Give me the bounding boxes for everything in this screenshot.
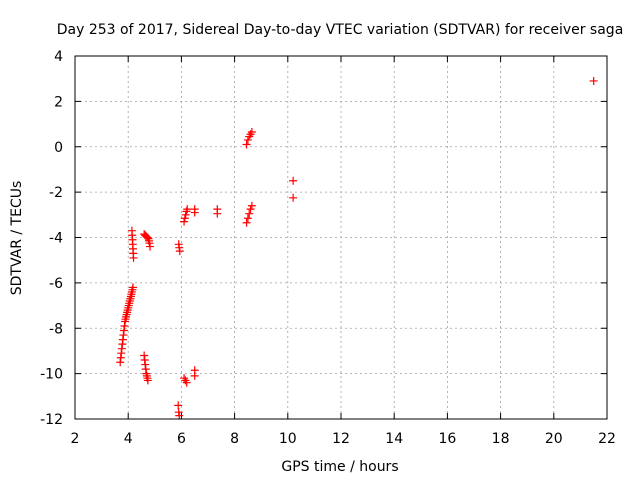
data-point-marker xyxy=(146,242,155,251)
axes: 2 4 6 8 10 12 14 16 18 20 22 -12 -10 -8 -6 -4 -2 0 2 4 xyxy=(40,49,616,447)
data-point-marker xyxy=(243,214,252,223)
data-point-marker xyxy=(180,214,189,223)
data-point-marker xyxy=(242,140,251,149)
data-point-marker xyxy=(213,209,222,218)
y-tick-label: -12 xyxy=(40,412,63,428)
data-point-marker xyxy=(589,76,598,85)
x-tick-label: 16 xyxy=(438,431,456,447)
y-tick-label: -2 xyxy=(49,185,63,201)
grid-lines xyxy=(75,56,607,419)
data-point-marker xyxy=(190,208,199,217)
data-point-marker xyxy=(289,193,298,202)
y-tick-label: 0 xyxy=(54,140,63,156)
data-point-marker xyxy=(289,176,298,185)
data-point-marker xyxy=(190,371,199,380)
y-tick-label: -6 xyxy=(49,276,63,292)
data-point-marker xyxy=(245,209,254,218)
x-tick-label: 4 xyxy=(124,431,133,447)
data-point-marker xyxy=(174,401,183,410)
y-tick-label: 4 xyxy=(54,49,63,65)
data-point-marker xyxy=(129,253,138,262)
x-tick-label: 14 xyxy=(385,431,403,447)
x-tick-label: 18 xyxy=(492,431,510,447)
data-point-marker xyxy=(183,205,192,214)
x-axis-label: GPS time / hours xyxy=(281,459,398,475)
y-tick-label: -10 xyxy=(40,367,63,383)
x-tick-label: 20 xyxy=(545,431,563,447)
data-points xyxy=(116,76,598,420)
data-point-marker xyxy=(242,218,251,227)
data-point-marker xyxy=(143,233,152,242)
data-point-marker xyxy=(175,411,184,420)
x-tick-label: 8 xyxy=(230,431,239,447)
y-tick-label: -8 xyxy=(49,321,63,337)
data-point-marker xyxy=(180,217,189,226)
data-point-marker xyxy=(247,128,256,137)
data-point-marker xyxy=(243,135,252,144)
data-point-marker xyxy=(247,201,256,210)
data-point-marker xyxy=(182,378,191,387)
x-tick-label: 6 xyxy=(177,431,186,447)
plot-frame xyxy=(74,55,608,420)
data-point-marker xyxy=(246,205,255,214)
data-point-marker xyxy=(181,210,190,219)
data-point-marker xyxy=(143,376,152,385)
x-tick-label: 2 xyxy=(71,431,80,447)
y-axis-label: SDTVAR / TECUs xyxy=(9,181,25,296)
data-point-marker xyxy=(175,247,184,256)
x-tick-label: 12 xyxy=(332,431,350,447)
y-tick-label: 2 xyxy=(54,94,63,110)
chart-title: Day 253 of 2017, Sidereal Day-to-day VTE… xyxy=(57,22,624,38)
x-tick-label: 22 xyxy=(598,431,616,447)
y-tick-label: -4 xyxy=(49,231,63,247)
data-point-marker xyxy=(128,283,137,292)
x-tick-label: 10 xyxy=(279,431,297,447)
